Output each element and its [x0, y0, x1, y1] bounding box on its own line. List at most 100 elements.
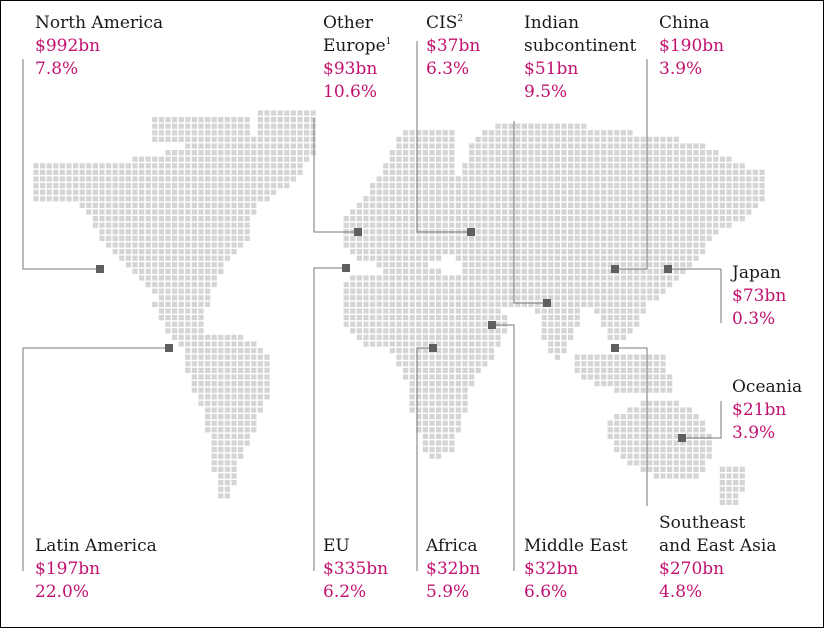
- land-dot: [462, 367, 468, 373]
- land-dot: [251, 394, 257, 400]
- land-dot: [653, 156, 659, 162]
- land-dot: [607, 222, 613, 228]
- land-dot: [502, 229, 508, 235]
- land-dot: [244, 407, 250, 413]
- land-dot: [284, 117, 290, 123]
- land-dot: [449, 407, 455, 413]
- land-dot: [185, 295, 191, 301]
- land-dot: [205, 334, 211, 340]
- land-dot: [482, 315, 488, 321]
- land-dot: [449, 328, 455, 334]
- land-dot: [271, 110, 277, 116]
- land-dot: [139, 189, 145, 195]
- land-dot: [739, 196, 745, 202]
- land-dot: [416, 381, 422, 387]
- land-dot: [73, 169, 79, 175]
- land-dot: [158, 275, 164, 281]
- land-dot: [277, 183, 283, 189]
- land-dot: [647, 262, 653, 268]
- land-dot: [521, 295, 527, 301]
- land-dot: [238, 374, 244, 380]
- land-dot: [106, 202, 112, 208]
- leader-line-cis: [416, 41, 471, 233]
- land-dot: [581, 255, 587, 261]
- land-dot: [350, 275, 356, 281]
- land-dot: [119, 202, 125, 208]
- land-dot: [218, 473, 224, 479]
- land-dot: [191, 328, 197, 334]
- land-dot: [640, 196, 646, 202]
- land-dot: [475, 328, 481, 334]
- land-dot: [653, 447, 659, 453]
- land-dot: [541, 282, 547, 288]
- land-dot: [482, 209, 488, 215]
- land-dot: [700, 420, 706, 426]
- land-dot: [521, 163, 527, 169]
- land-dot: [165, 156, 171, 162]
- land-dot: [409, 176, 415, 182]
- land-dot: [673, 196, 679, 202]
- land-dot: [442, 321, 448, 327]
- land-dot: [482, 354, 488, 360]
- land-dot: [416, 295, 422, 301]
- land-dot: [185, 275, 191, 281]
- land-dot: [343, 315, 349, 321]
- land-dot: [660, 361, 666, 367]
- land-dot: [257, 348, 263, 354]
- land-dot: [680, 169, 686, 175]
- land-dot: [607, 235, 613, 241]
- land-dot: [475, 249, 481, 255]
- land-dot: [574, 183, 580, 189]
- land-dot: [376, 249, 382, 255]
- land-dot: [403, 209, 409, 215]
- land-dot: [449, 136, 455, 142]
- land-dot: [521, 275, 527, 281]
- land-dot: [653, 361, 659, 367]
- land-dot: [706, 433, 712, 439]
- land-dot: [211, 367, 217, 373]
- land-dot: [218, 209, 224, 215]
- land-dot: [185, 209, 191, 215]
- land-dot: [139, 249, 145, 255]
- land-dot: [185, 150, 191, 156]
- land-dot: [442, 275, 448, 281]
- land-dot: [469, 189, 475, 195]
- land-dot: [350, 321, 356, 327]
- land-dot: [627, 268, 633, 274]
- land-dot: [554, 183, 560, 189]
- land-dot: [389, 249, 395, 255]
- land-dot: [535, 150, 541, 156]
- land-dot: [119, 222, 125, 228]
- land-dot: [224, 202, 230, 208]
- land-dot: [389, 301, 395, 307]
- land-dot: [634, 143, 640, 149]
- land-dot: [653, 169, 659, 175]
- land-dot: [158, 196, 164, 202]
- land-dot: [548, 196, 554, 202]
- land-dot: [231, 427, 237, 433]
- land-dot: [614, 334, 620, 340]
- land-dot: [673, 136, 679, 142]
- land-dot: [581, 361, 587, 367]
- land-dot: [238, 242, 244, 248]
- land-dot: [739, 183, 745, 189]
- land-dot: [165, 229, 171, 235]
- land-dot: [172, 163, 178, 169]
- land-dot: [244, 169, 250, 175]
- land-dot: [112, 163, 118, 169]
- land-dot: [158, 202, 164, 208]
- land-dot: [436, 176, 442, 182]
- land-dot: [224, 427, 230, 433]
- land-dot: [634, 222, 640, 228]
- land-dot: [508, 235, 514, 241]
- land-dot: [356, 295, 362, 301]
- land-dot: [739, 209, 745, 215]
- land-dot: [185, 308, 191, 314]
- land-dot: [211, 156, 217, 162]
- land-dot: [581, 176, 587, 182]
- land-dot: [634, 275, 640, 281]
- land-dot: [607, 321, 613, 327]
- land-dot: [667, 216, 673, 222]
- land-dot: [660, 453, 666, 459]
- land-dot: [172, 242, 178, 248]
